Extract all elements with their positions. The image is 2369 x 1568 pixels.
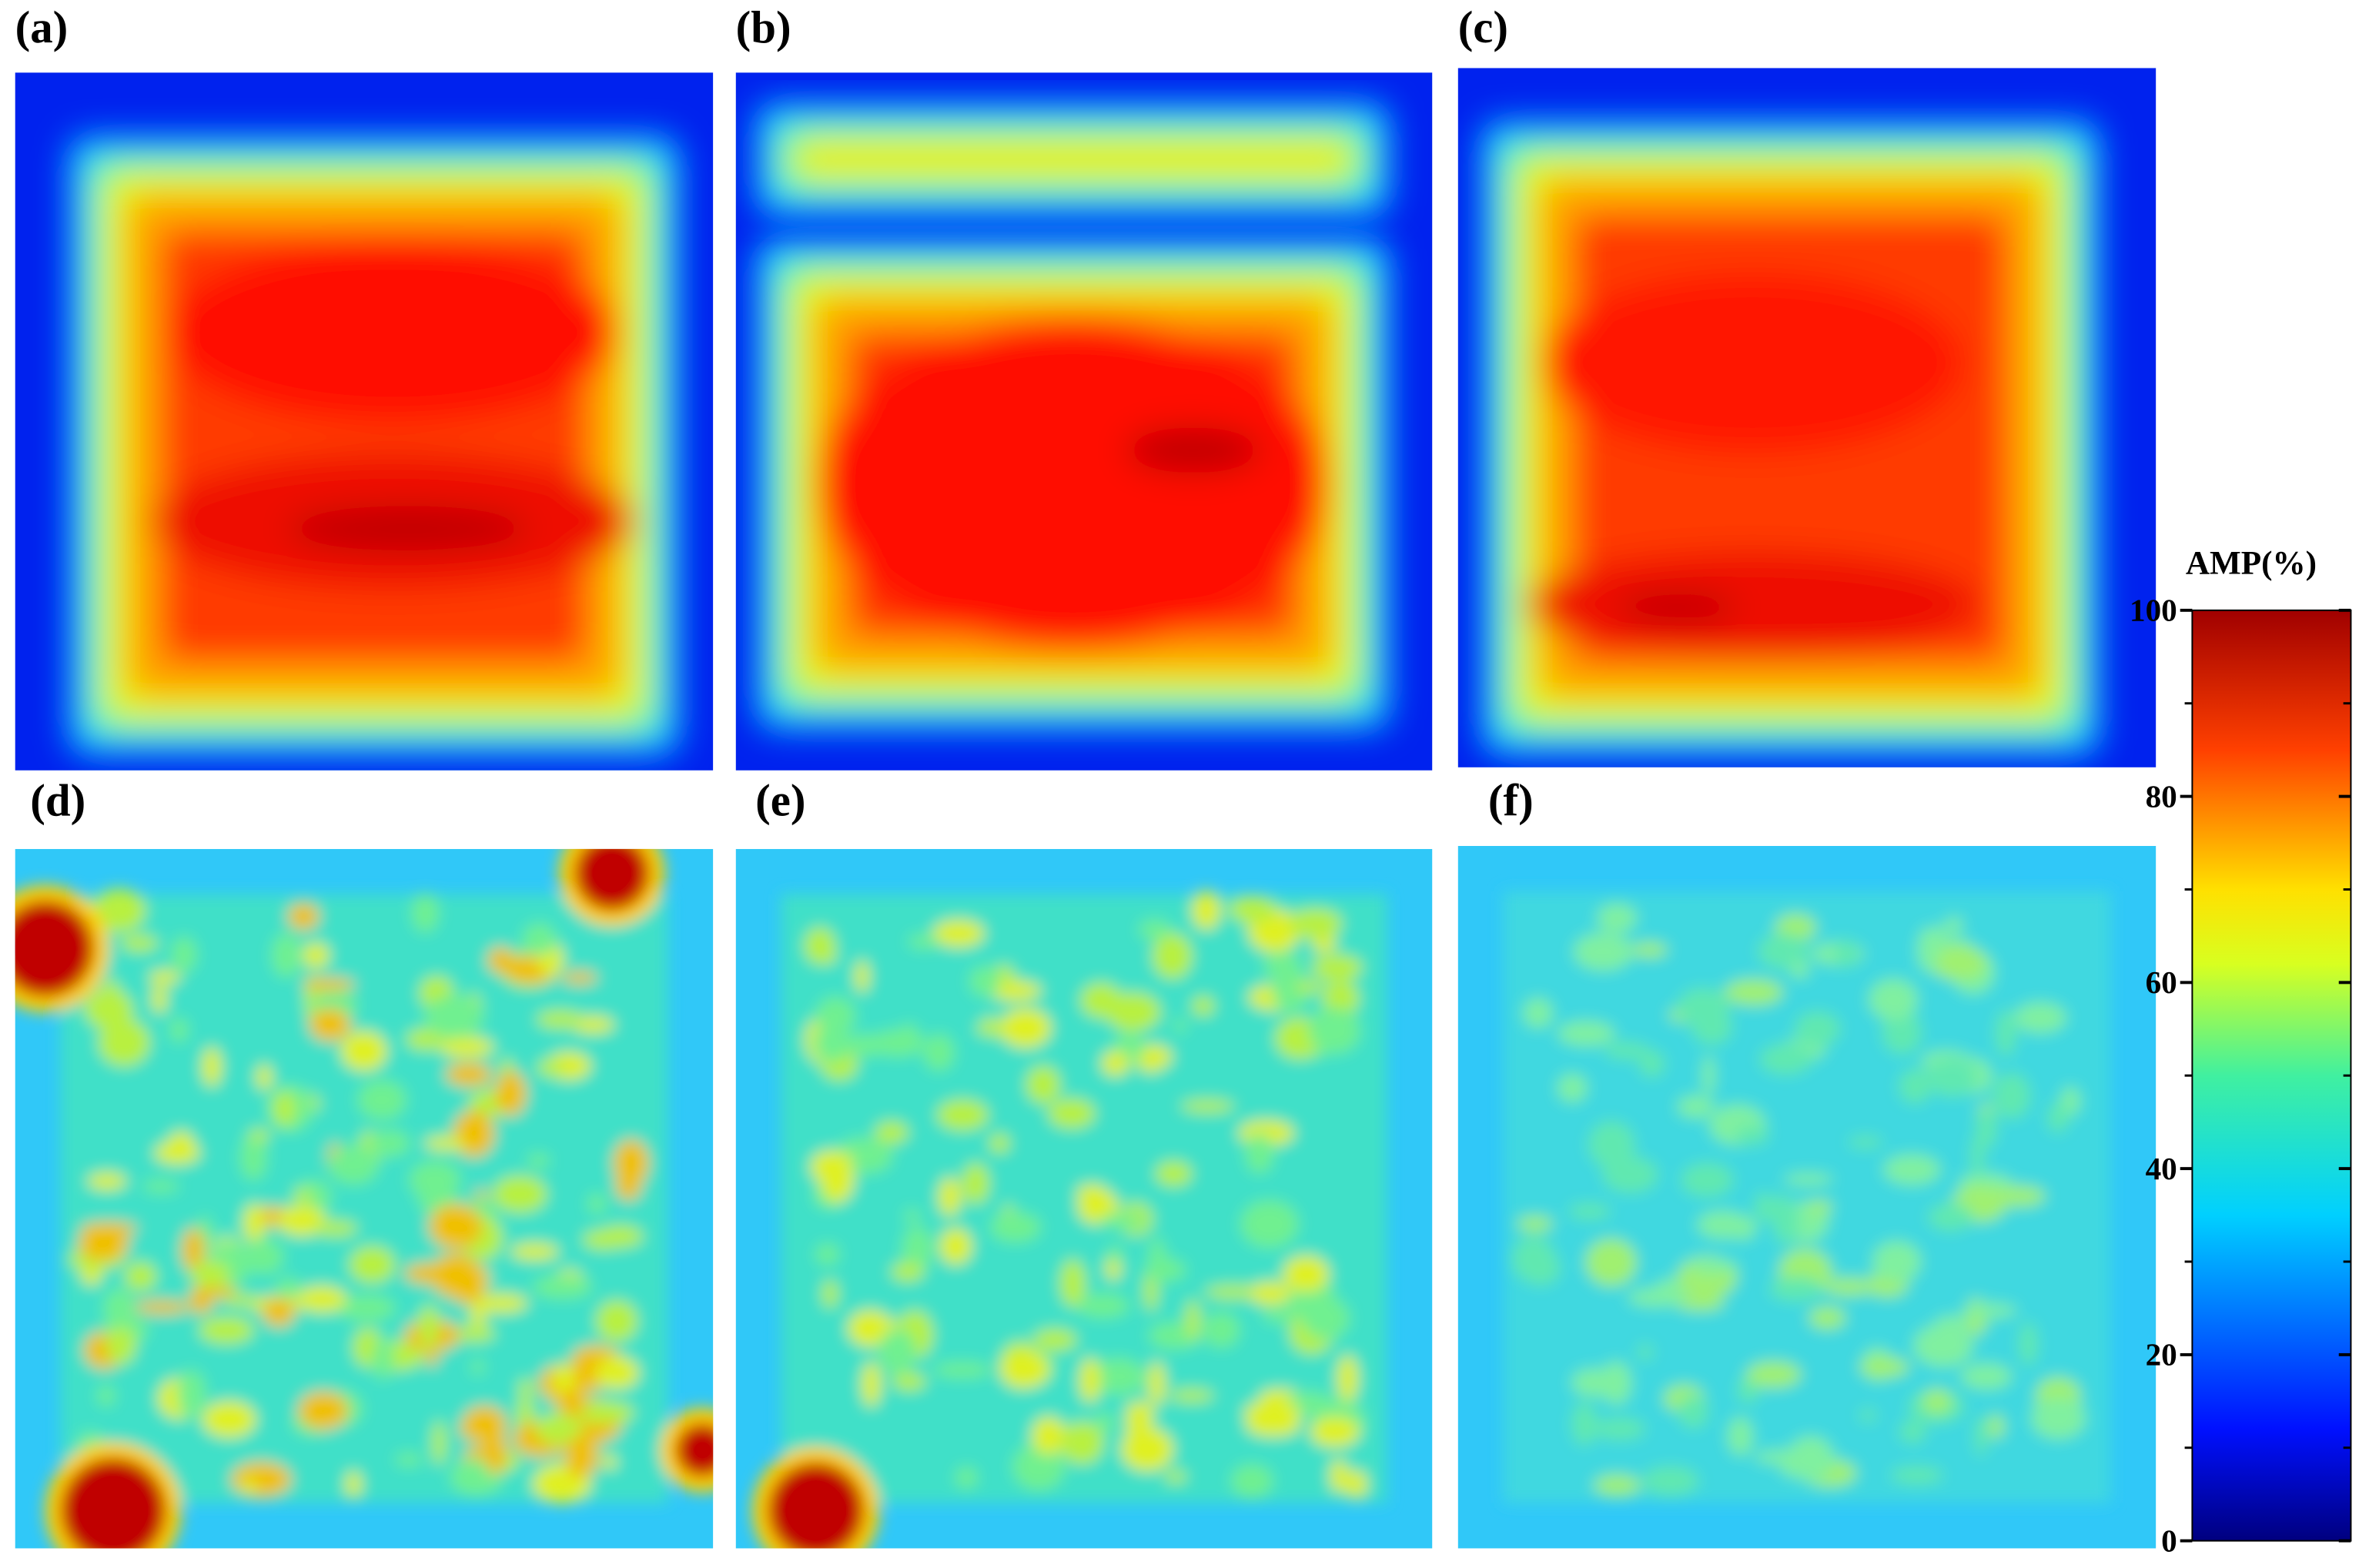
tick-label: 0	[2161, 1523, 2177, 1558]
colorbar	[2191, 609, 2352, 1542]
panel-label: (f)	[1488, 776, 1534, 826]
scan-image	[15, 72, 714, 771]
panel-label: (d)	[30, 776, 85, 826]
tick-label: 40	[2146, 1151, 2177, 1186]
tick-label: 60	[2146, 965, 2177, 1000]
scan-image	[1457, 68, 2157, 767]
panel-label: (a)	[15, 2, 69, 52]
colorbar-title: AMP(%)	[2186, 546, 2317, 582]
scan-image	[15, 848, 714, 1549]
panel-label: (b)	[736, 2, 791, 52]
panels	[15, 68, 2157, 1549]
colorbar-axis: 0 20 40 60 80 100	[2130, 593, 2351, 1558]
tick-label: 100	[2130, 593, 2177, 628]
scan-image	[1457, 845, 2157, 1549]
scan-image	[735, 848, 1433, 1549]
panel-label: (c)	[1458, 2, 1508, 52]
tick-label: 20	[2146, 1337, 2177, 1372]
scan-image	[735, 72, 1433, 771]
panel-label: (e)	[755, 776, 805, 826]
tick-label: 80	[2146, 778, 2177, 814]
